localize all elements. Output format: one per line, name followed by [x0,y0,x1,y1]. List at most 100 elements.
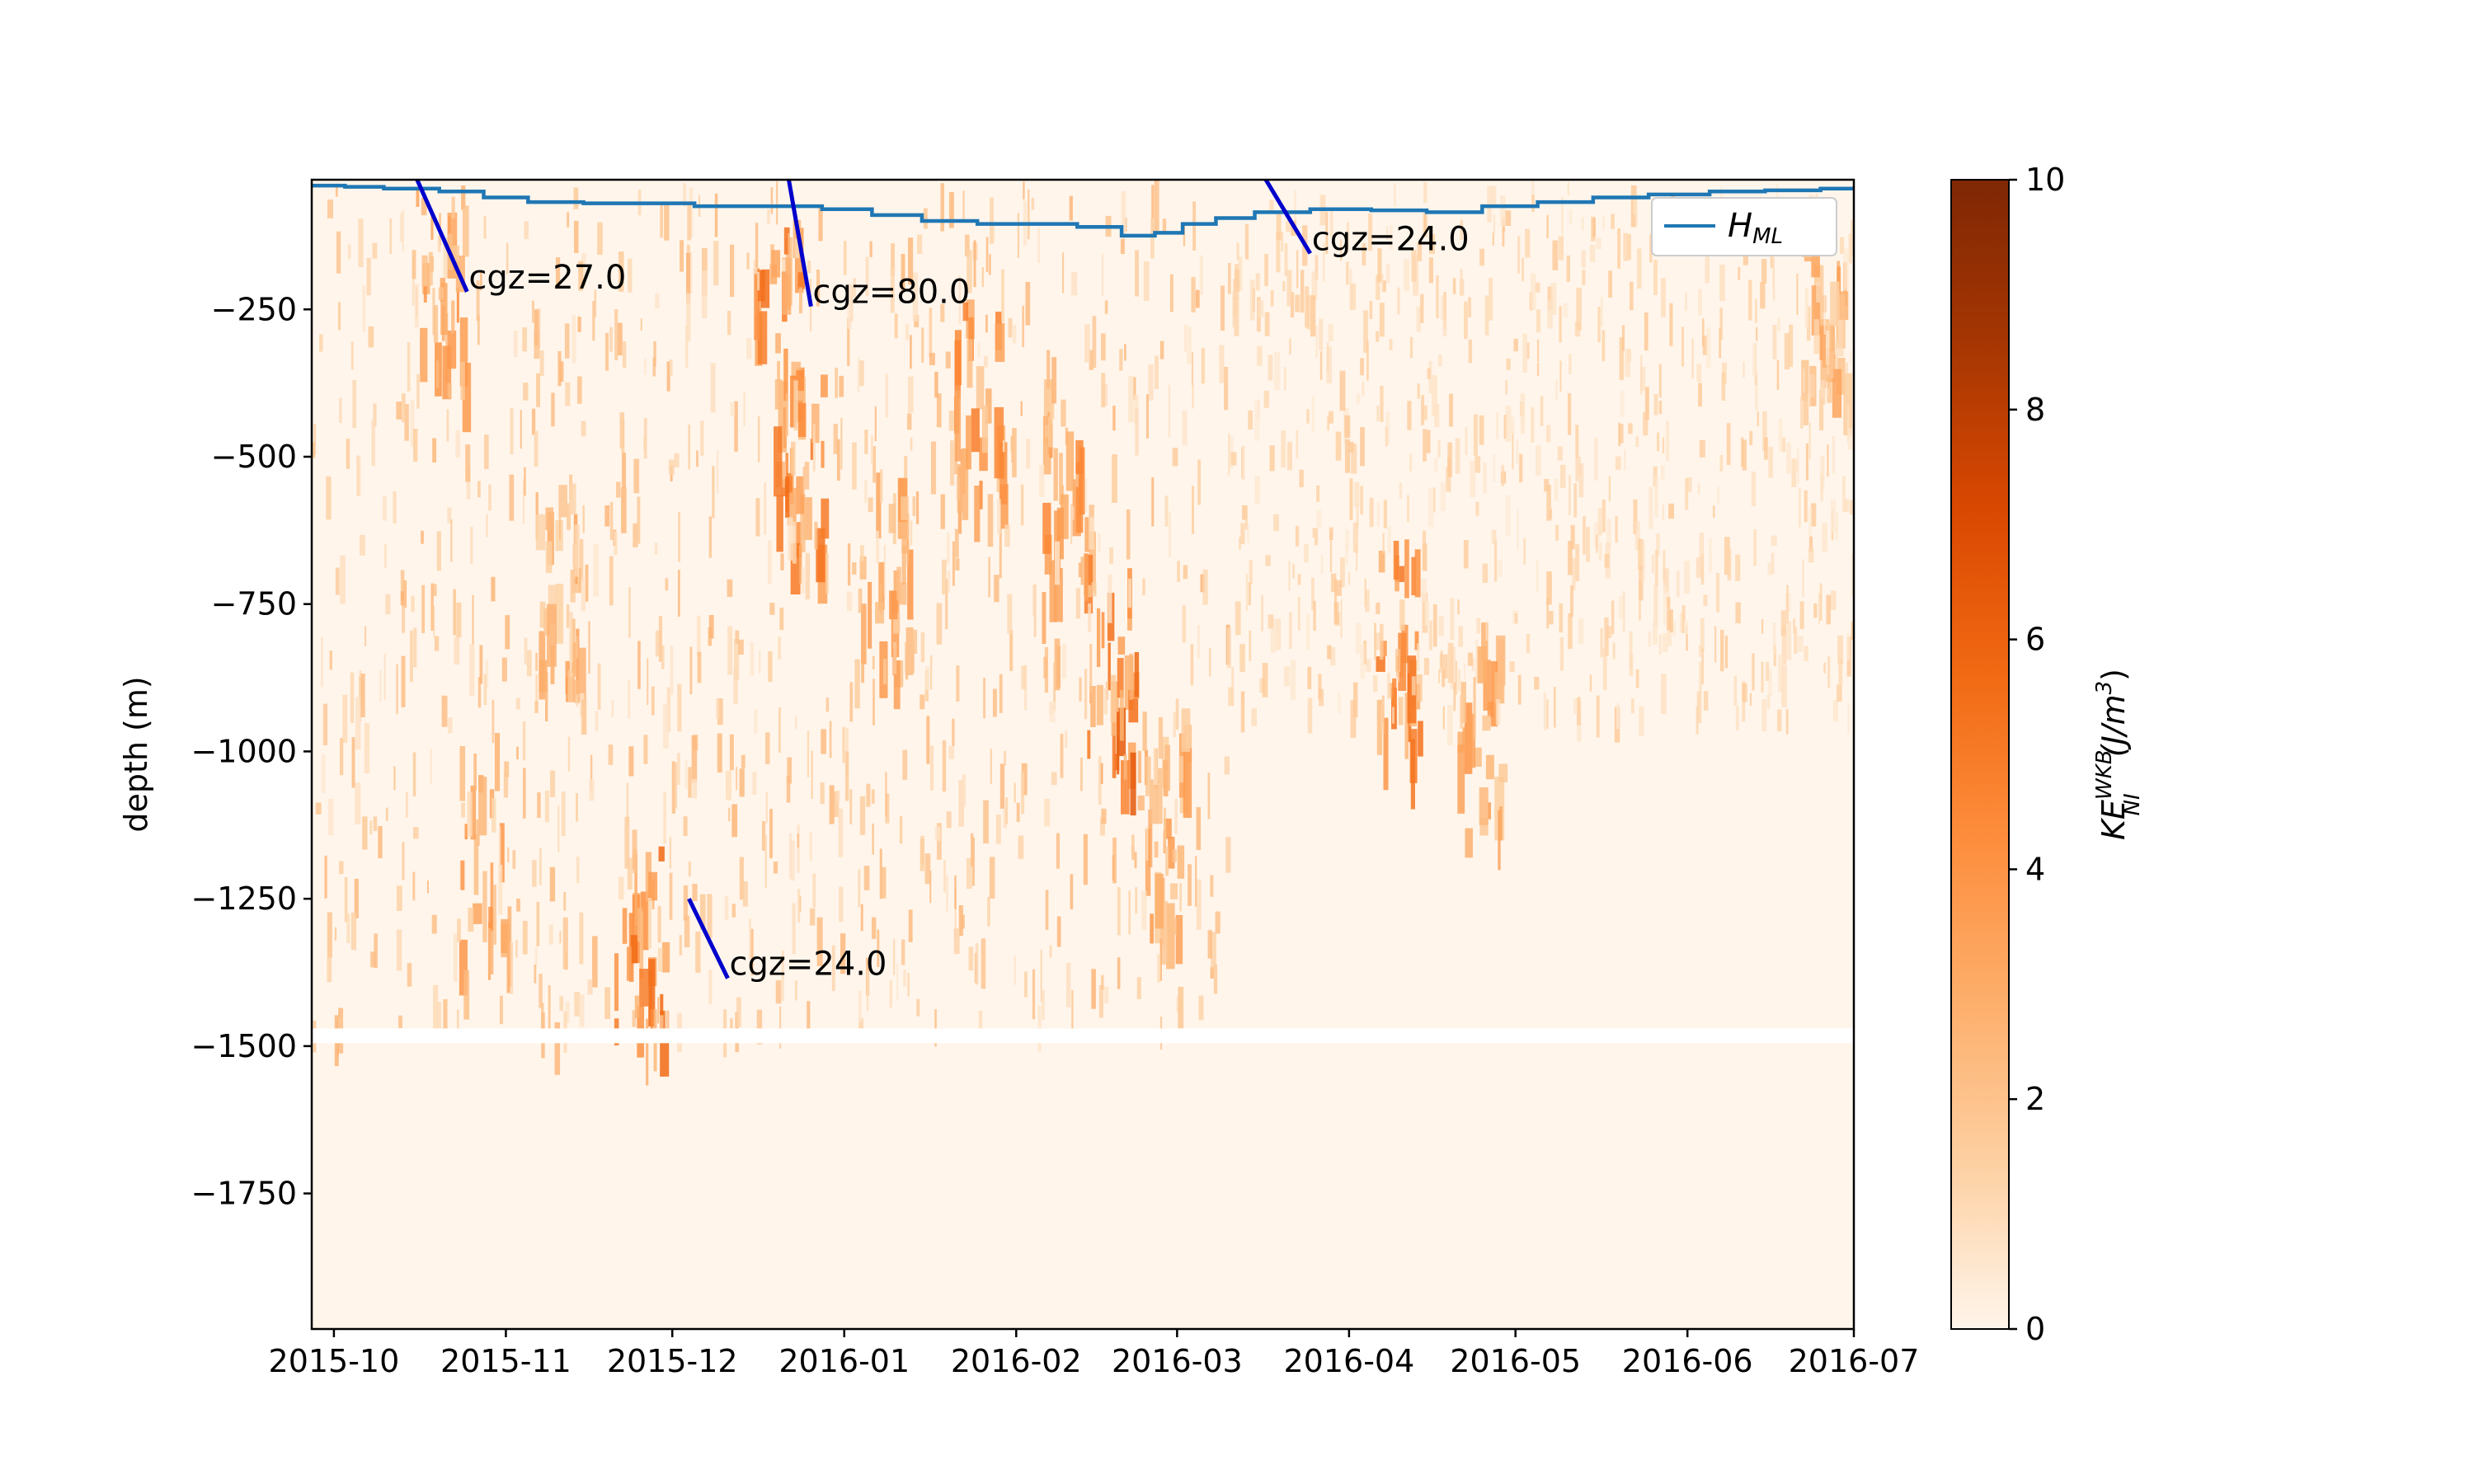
heatmap-cell [446,409,449,442]
missing-data-band [312,1028,1854,1044]
heatmap-cell [977,342,981,358]
heatmap-cell [1177,561,1180,582]
heatmap-cell [915,491,920,524]
heatmap-cell [1589,674,1592,692]
heatmap-cell [1653,585,1658,627]
heatmap-cell [477,677,482,708]
heatmap-cell [1168,836,1175,869]
heatmap-cell [1117,711,1120,775]
heatmap-cell [1459,279,1465,296]
heatmap-cell [1818,593,1820,624]
heatmap-cell [412,871,416,901]
heatmap-cell [795,522,802,557]
heatmap-cell [1050,391,1055,420]
heatmap-cell [758,650,761,674]
heatmap-cell [1091,582,1097,597]
heatmap-cell [1544,478,1550,492]
heatmap-cell [1447,642,1454,683]
heatmap-cell [1505,210,1512,226]
heatmap-cell [1004,524,1010,547]
heatmap-cell [899,816,903,844]
heatmap-cell [1830,590,1837,610]
heatmap-cell [1281,430,1286,468]
heatmap-cell [558,485,567,518]
heatmap-cell [844,751,849,801]
x-tick-label: 2016-06 [1622,1343,1753,1379]
heatmap-cell [802,466,805,494]
heatmap-cell [430,216,434,240]
heatmap-cell [1617,228,1621,269]
y-tick-label: −1000 [190,733,297,769]
heatmap-cell [470,785,477,840]
heatmap-cell [971,833,974,866]
heatmap-cell [1505,495,1511,537]
heatmap-cell [1192,486,1194,534]
heatmap-cell [834,791,840,817]
heatmap-cell [966,857,972,889]
heatmap-cell [1128,376,1134,423]
heatmap-cell [1796,460,1799,472]
heatmap-cell [1798,487,1801,528]
heatmap-cell [765,791,768,824]
heatmap-cell [1372,675,1378,693]
heatmap-cell [797,889,801,923]
heatmap-cell [1442,654,1448,679]
heatmap-cell [1023,181,1025,200]
heatmap-cell [756,1009,763,1045]
mixed-layer-depth-series [312,183,1854,238]
heatmap-cell [1249,630,1252,661]
heatmap-cell [1651,554,1654,573]
heatmap-cell [490,862,494,932]
heatmap-cell [633,523,638,547]
heatmap-cell [457,918,461,942]
heatmap-cell [1079,447,1085,515]
heatmap-cell [364,723,370,774]
heatmap-cell [1482,563,1489,584]
heatmap-cell [1327,645,1332,660]
heatmap-cell [770,187,774,214]
heatmap-cell [811,403,820,444]
heatmap-cell [917,234,923,254]
heatmap-cell [1577,697,1581,726]
heatmap-cell [551,392,555,427]
heatmap-cell [1781,627,1787,665]
heatmap-cell [791,441,796,476]
heatmap-cell [988,556,990,598]
heatmap-cell [750,641,755,676]
heatmap-cell [880,469,883,503]
heatmap-cell [1234,297,1239,336]
heatmap-cell [505,615,510,650]
heatmap-cell [1601,297,1603,327]
heatmap-cell [350,341,354,370]
heatmap-cell [576,857,580,884]
heatmap-cell [393,491,397,524]
heatmap-cell [987,494,994,547]
heatmap-cell [1174,798,1178,834]
heatmap-cell [949,440,955,486]
heatmap-cell [516,746,519,760]
heatmap-cell [801,566,805,594]
heatmap-cell [1192,383,1194,409]
heatmap-cell [1239,643,1245,673]
heatmap-cell [443,998,448,1036]
heatmap-cell [971,837,976,886]
heatmap-cell [736,767,738,791]
heatmap-cell [477,481,481,498]
heatmap-cell [671,761,675,814]
heatmap-cell [1143,261,1150,301]
heatmap-cell [453,933,458,982]
heatmap-cell [1602,499,1606,533]
heatmap-cell [786,776,791,803]
heatmap-cell [1559,637,1564,671]
heatmap-cell [1381,274,1384,292]
heatmap-cell [1467,652,1473,666]
heatmap-cell [1056,507,1064,560]
heatmap-cell [622,340,627,369]
heatmap-cell [1417,242,1423,261]
heatmap-cell [372,242,378,259]
heatmap-cell [1109,547,1113,565]
heatmap-cell [825,697,830,712]
heatmap-cell [1296,430,1298,458]
heatmap-cell [1497,560,1503,578]
heatmap-cell [1657,432,1660,452]
